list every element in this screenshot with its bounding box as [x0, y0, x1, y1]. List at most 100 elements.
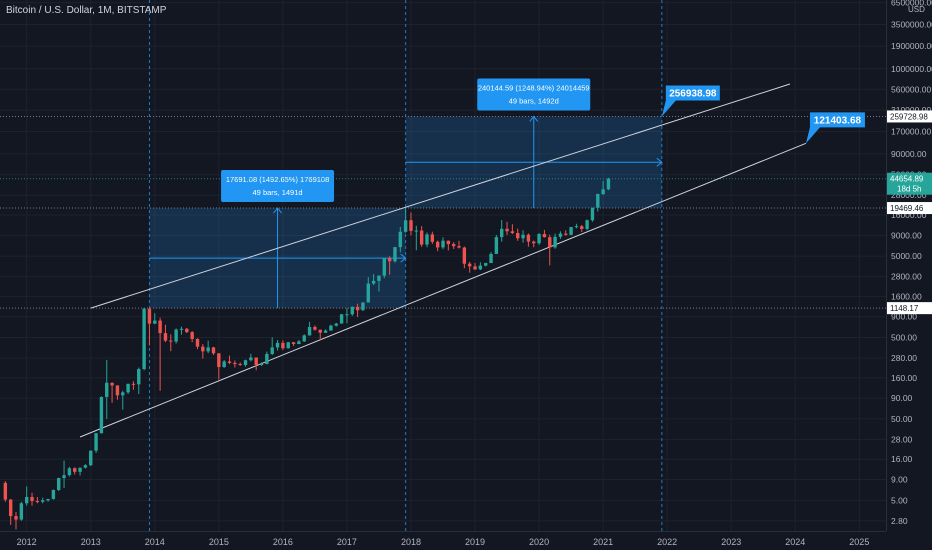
target-callout-bubble[interactable] — [661, 85, 720, 117]
price-tick-label: 160.00 — [891, 373, 917, 383]
price-axis[interactable]: 6500000.00 3500000.00 1900000.00 1000000.00… — [886, 0, 932, 550]
candle — [270, 337, 274, 355]
candles — [3, 177, 611, 530]
candle-body — [297, 341, 301, 345]
time-tick-label: 2014 — [145, 537, 165, 547]
candle-body — [24, 496, 29, 504]
candle-body — [521, 234, 525, 239]
candle — [494, 234, 499, 254]
candle-body — [387, 258, 392, 262]
candle — [569, 226, 573, 236]
candle — [249, 353, 253, 362]
price-tick-label: 170000.00 — [891, 126, 931, 136]
candle — [206, 340, 210, 354]
candle-body — [334, 323, 338, 326]
candle — [500, 220, 504, 242]
candle-body — [201, 346, 205, 352]
candle-body — [313, 327, 317, 330]
candle-body — [558, 233, 563, 237]
candle — [126, 383, 130, 395]
candle — [3, 481, 8, 502]
candle-body — [291, 342, 296, 345]
candle — [147, 308, 152, 346]
candle — [606, 177, 611, 191]
time-axis[interactable]: 2012 2013 2014 2015 2016 2017 2018 2019 2020 2021… — [0, 531, 886, 550]
candle — [243, 359, 248, 367]
candle — [548, 234, 552, 266]
candle — [441, 237, 445, 250]
candle — [323, 329, 328, 333]
channel-line-upper[interactable] — [90, 83, 791, 309]
candle — [532, 240, 536, 248]
candle — [57, 477, 61, 492]
candle-body — [46, 498, 50, 501]
time-tick-label: 2021 — [593, 537, 613, 547]
candle — [489, 252, 493, 264]
price-tick-label: 500.00 — [891, 333, 917, 343]
price-tick-label: 90.00 — [891, 393, 913, 403]
candle — [387, 256, 392, 275]
level-price-tag — [887, 302, 932, 315]
candle — [558, 231, 563, 239]
candle-body — [217, 353, 221, 368]
level-price-text: 259728.98 — [890, 112, 928, 121]
chart-title: Bitcoin / U.S. Dollar, 1M, BITSTAMP — [6, 5, 167, 16]
price-tick-label: 3500000.00 — [891, 20, 932, 30]
target-callout-text[interactable]: 256938.98 — [669, 88, 717, 99]
candle — [238, 362, 242, 366]
measure-label-text: 17691.08 (1492.65%) 1769108 — [226, 175, 329, 184]
candle-body — [30, 496, 34, 502]
target-callout-bubble[interactable] — [805, 112, 865, 144]
candle — [403, 207, 408, 233]
time-axis-panel — [0, 531, 886, 550]
candle — [94, 433, 98, 453]
candle — [142, 307, 146, 371]
channel-lines[interactable] — [79, 83, 807, 438]
arrowhead-right-icon — [400, 253, 407, 263]
candle-body — [40, 500, 45, 502]
time-tick-label: 2022 — [657, 537, 677, 547]
time-tick-label: 2020 — [529, 537, 549, 547]
candle-body — [67, 468, 72, 476]
candle — [185, 328, 189, 334]
target-callout-text[interactable]: 121403.68 — [814, 115, 862, 126]
price-tick-label: 1000000.00 — [891, 64, 932, 74]
candle — [254, 357, 258, 371]
candle-body — [516, 233, 520, 239]
vertical-marker-lines — [148, 0, 663, 531]
candle-body — [366, 283, 370, 303]
time-tick-label: 2025 — [849, 537, 869, 547]
candle-body — [227, 361, 232, 363]
candle-body — [302, 335, 306, 342]
candle — [542, 229, 547, 238]
candle — [201, 344, 205, 359]
target-callouts[interactable]: 256938.98 121403.68 — [661, 85, 865, 144]
candle-body — [169, 340, 173, 342]
candle-body — [254, 357, 258, 365]
candle-body — [270, 347, 274, 354]
candle-body — [115, 385, 120, 396]
candle — [217, 353, 221, 380]
candle — [275, 340, 280, 351]
candle — [19, 501, 24, 521]
measure-label-text: 49 bars, 1492d — [509, 96, 559, 105]
candle-body — [414, 230, 419, 232]
candle — [313, 325, 317, 331]
candle — [601, 180, 605, 196]
time-tick-label: 2023 — [721, 537, 741, 547]
candle-body — [532, 241, 536, 244]
time-tick-label: 2016 — [273, 537, 293, 547]
channel-line-lower[interactable] — [79, 142, 807, 438]
price-tick-label: 2.80 — [891, 516, 908, 526]
candle-body — [89, 450, 93, 466]
candle — [419, 226, 424, 247]
candle — [483, 262, 488, 267]
candle-body — [419, 230, 424, 245]
candle — [537, 233, 541, 245]
candle — [564, 230, 568, 236]
candle-body — [569, 227, 573, 235]
candle-body — [596, 193, 600, 208]
candle-body — [259, 364, 264, 366]
